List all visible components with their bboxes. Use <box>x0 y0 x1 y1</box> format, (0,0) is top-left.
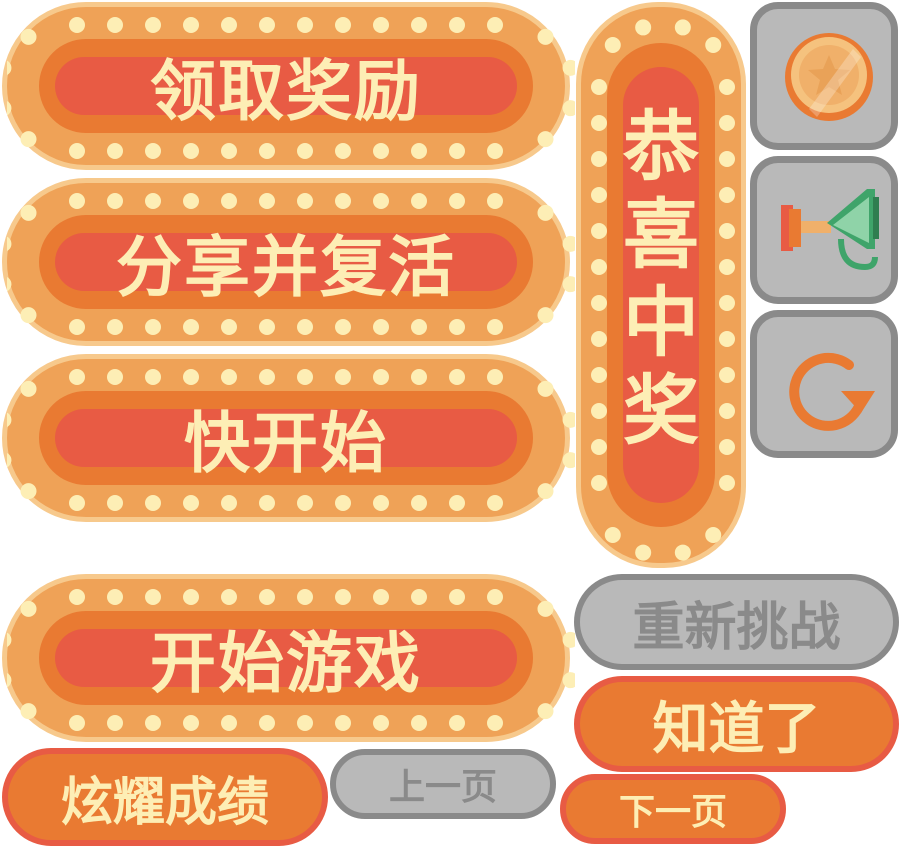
retry-button[interactable]: 重新挑战 <box>574 574 899 670</box>
claim-reward-label: 领取奖励 <box>150 53 422 130</box>
show-off-score-button[interactable]: 炫耀成绩 <box>2 748 328 846</box>
marquee-bulb <box>674 544 691 561</box>
banner-char: 恭 <box>623 102 699 191</box>
show-off-score-label: 炫耀成绩 <box>60 772 269 833</box>
banner-core <box>623 67 699 503</box>
previous-page-label: 上一页 <box>388 767 497 808</box>
star-coin-icon <box>785 33 873 121</box>
marquee-bulb <box>705 37 722 53</box>
restart-tile[interactable] <box>750 310 898 458</box>
quick-start-label: 快开始 <box>184 405 388 482</box>
banner-char: 喜 <box>623 190 699 279</box>
start-game-label: 开始游戏 <box>150 625 422 702</box>
button-core <box>55 233 517 291</box>
share-revive-label: 分享并复活 <box>116 229 456 306</box>
button-core <box>55 409 517 467</box>
share-revive-button[interactable]: 分享并复活 <box>2 178 575 346</box>
marquee-bulb <box>719 79 735 95</box>
megaphone-tile[interactable] <box>750 156 898 304</box>
button-core <box>55 57 517 115</box>
start-game-button[interactable]: 开始游戏 <box>2 574 575 742</box>
marquee-bulb <box>705 527 722 543</box>
marquee-bulb <box>635 19 652 36</box>
quick-start-button[interactable]: 快开始 <box>2 354 575 522</box>
got-it-label: 知道了 <box>652 696 821 762</box>
button-core <box>55 629 517 687</box>
banner-text: 恭 喜 中 奖 <box>581 103 741 455</box>
marquee-bulb <box>604 527 621 543</box>
claim-reward-button[interactable]: 领取奖励 <box>2 2 575 170</box>
restart-icon <box>789 352 875 431</box>
got-it-button[interactable]: 知道了 <box>574 676 899 772</box>
star-coin-tile[interactable] <box>750 2 898 150</box>
congrats-banner: 恭 喜 中 奖 <box>576 2 746 568</box>
megaphone-icon <box>781 189 879 271</box>
marquee-bulb <box>591 475 607 491</box>
marquee-bulb <box>719 475 735 491</box>
previous-page-button[interactable]: 上一页 <box>330 749 556 819</box>
marquee-bulb <box>635 544 652 561</box>
retry-label: 重新挑战 <box>632 597 841 658</box>
next-page-button[interactable]: 下一页 <box>560 774 786 844</box>
banner-char: 奖 <box>623 366 699 455</box>
marquee-bulb <box>674 19 691 36</box>
marquee-bulb <box>591 79 607 95</box>
marquee-bulb <box>604 37 621 53</box>
banner-char: 中 <box>623 278 699 367</box>
next-page-label: 下一页 <box>618 792 727 833</box>
